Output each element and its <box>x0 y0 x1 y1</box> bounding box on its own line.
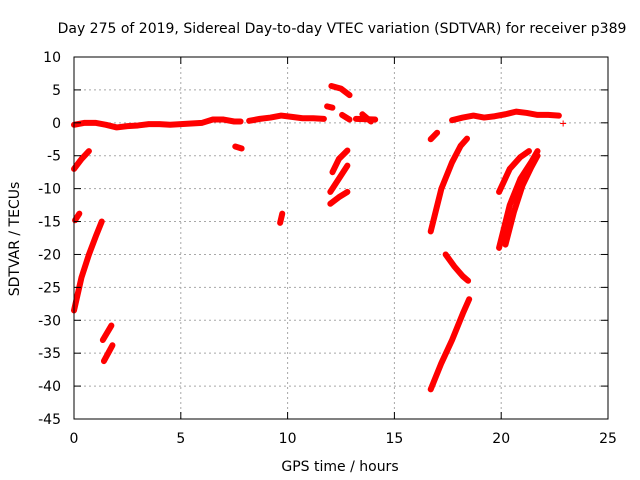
series-seg-n <box>327 162 351 195</box>
series-seg-c <box>71 218 105 314</box>
x-tick-label: 25 <box>599 431 617 447</box>
x-tick-label: 5 <box>176 431 185 447</box>
x-tick-label: 15 <box>385 431 403 447</box>
y-tick-label: -15 <box>38 215 61 231</box>
y-tick-label: -40 <box>38 379 61 395</box>
series-seg-a <box>71 148 92 172</box>
y-tick-label: -10 <box>38 182 61 198</box>
series-seg-b <box>72 210 83 224</box>
series-seg-m <box>329 147 351 176</box>
series-seg-d <box>99 322 115 344</box>
series-seg-v <box>502 152 541 248</box>
y-tick-label: -35 <box>38 346 61 362</box>
series-seg-g <box>277 210 286 226</box>
chart-title: Day 275 of 2019, Sidereal Day-to-day VTE… <box>58 21 627 37</box>
series-seg-l <box>352 115 379 123</box>
y-axis: 10 5 0 -5 -10 -15 -20 -25 -30 -35 -40 -45 <box>38 50 608 428</box>
data-point <box>560 120 567 127</box>
series-seg-r <box>442 251 472 284</box>
series-seg-f <box>232 143 245 152</box>
y-axis-label: SDTVAR / TECUs <box>7 182 23 297</box>
series-seg-p <box>427 129 441 143</box>
x-axis: 0 5 10 15 20 25 <box>70 57 617 447</box>
y-tick-label: -45 <box>38 412 61 428</box>
y-tick-label: 5 <box>52 83 61 99</box>
y-tick-label: -25 <box>38 280 61 296</box>
data-series <box>71 82 567 393</box>
x-tick-label: 10 <box>279 431 297 447</box>
series-baseline-mid <box>246 112 327 124</box>
y-tick-label: -30 <box>38 313 61 329</box>
y-tick-label: 0 <box>52 116 61 132</box>
series-seg-j <box>339 111 353 123</box>
series-baseline-near-zero <box>71 116 244 131</box>
x-tick-label: 0 <box>70 431 79 447</box>
series-seg-h <box>324 103 336 111</box>
y-tick-label: 10 <box>43 50 61 66</box>
series-seg-t <box>496 148 532 195</box>
y-tick-label: -20 <box>38 247 61 263</box>
x-axis-label: GPS time / hours <box>281 459 398 475</box>
y-tick-label: -5 <box>47 149 61 165</box>
series-seg-o <box>327 188 351 207</box>
series-seg-e <box>100 342 116 365</box>
series-baseline-late <box>449 108 562 124</box>
plot-frame <box>73 56 609 420</box>
series-seg-s <box>427 296 473 393</box>
x-tick-label: 20 <box>492 431 510 447</box>
series-seg-i <box>328 82 353 99</box>
series-seg-q <box>427 135 471 235</box>
